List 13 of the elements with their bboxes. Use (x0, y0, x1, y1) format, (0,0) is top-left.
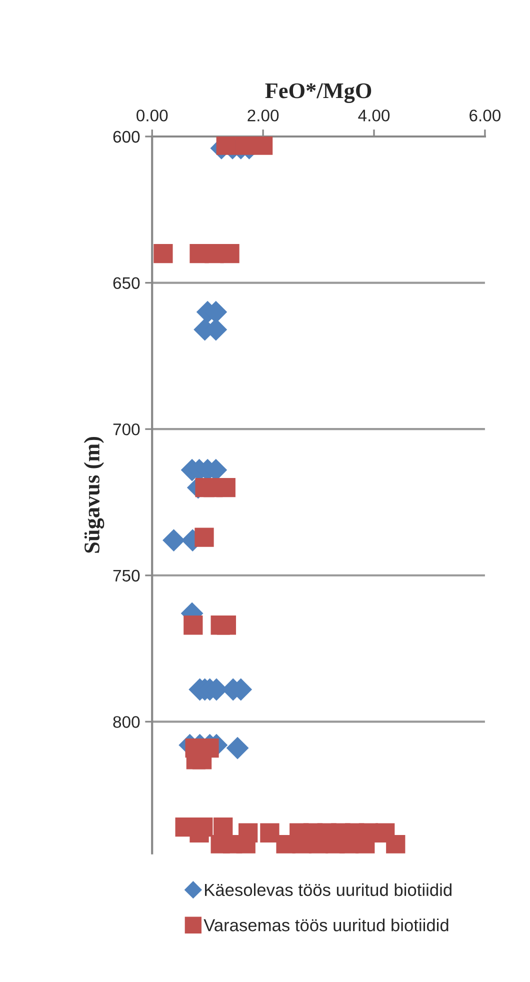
legend-label: Käesolevas töös uuritud biotiidid (205, 883, 452, 896)
x-tick-label: 2.00 (248, 110, 279, 122)
y-tick-label: 750 (113, 570, 140, 582)
y-tick-label: 700 (113, 423, 140, 436)
y-tick-label: 600 (113, 130, 140, 143)
x-tick-label: 6.00 (470, 110, 501, 122)
legend-label: Varasemas töös uuritud biotiidid (204, 918, 448, 932)
x-tick-label: 0.00 (136, 110, 168, 122)
y-axis-title: Sügavus (m) (84, 436, 104, 553)
x-axis-title: FeO*/MgO (265, 83, 372, 103)
y-tick-label: 650 (113, 277, 140, 289)
x-tick-label: 4.00 (358, 110, 390, 122)
y-tick-label: 800 (113, 716, 140, 728)
